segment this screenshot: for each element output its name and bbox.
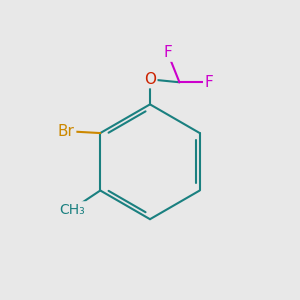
Text: Br: Br [58,124,75,139]
Text: O: O [144,72,156,87]
Text: CH₃: CH₃ [59,202,85,217]
Text: F: F [205,75,213,90]
Text: F: F [163,45,172,60]
